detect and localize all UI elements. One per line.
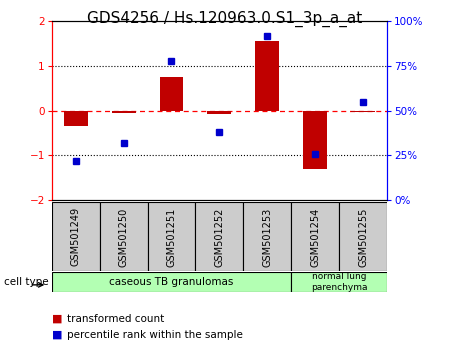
Text: GDS4256 / Hs.120963.0.S1_3p_a_at: GDS4256 / Hs.120963.0.S1_3p_a_at bbox=[87, 11, 363, 27]
Text: ■: ■ bbox=[52, 330, 62, 339]
Bar bbox=[303, 110, 327, 169]
Bar bbox=[351, 110, 375, 112]
Bar bbox=[291, 272, 387, 292]
Text: GSM501252: GSM501252 bbox=[214, 207, 225, 267]
Bar bbox=[64, 110, 88, 126]
Bar bbox=[52, 202, 99, 271]
Bar bbox=[112, 110, 135, 113]
Bar bbox=[195, 202, 243, 271]
Text: GSM501251: GSM501251 bbox=[166, 207, 176, 267]
Bar bbox=[207, 110, 231, 114]
Bar bbox=[99, 202, 148, 271]
Text: normal lung
parenchyma: normal lung parenchyma bbox=[311, 272, 367, 292]
Bar bbox=[291, 202, 339, 271]
Text: transformed count: transformed count bbox=[67, 314, 164, 324]
Text: cell type: cell type bbox=[4, 277, 49, 287]
Text: GSM501255: GSM501255 bbox=[358, 207, 368, 267]
Text: GSM501254: GSM501254 bbox=[310, 207, 320, 267]
Text: GSM501249: GSM501249 bbox=[71, 207, 81, 267]
Bar bbox=[255, 41, 279, 110]
Bar bbox=[52, 272, 291, 292]
Text: percentile rank within the sample: percentile rank within the sample bbox=[67, 330, 243, 339]
Bar bbox=[243, 202, 291, 271]
Text: GSM501250: GSM501250 bbox=[119, 207, 129, 267]
Text: caseous TB granulomas: caseous TB granulomas bbox=[109, 277, 234, 287]
Text: GSM501253: GSM501253 bbox=[262, 207, 272, 267]
Bar bbox=[339, 202, 387, 271]
Bar bbox=[148, 202, 195, 271]
Text: ■: ■ bbox=[52, 314, 62, 324]
Bar bbox=[159, 77, 184, 110]
